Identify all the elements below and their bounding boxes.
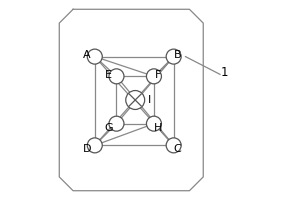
Circle shape (166, 49, 181, 64)
Text: C: C (174, 144, 182, 154)
Text: D: D (82, 144, 91, 154)
Text: E: E (105, 70, 112, 80)
Text: B: B (174, 50, 182, 60)
Circle shape (146, 69, 161, 84)
Circle shape (109, 69, 124, 84)
Circle shape (109, 116, 124, 131)
Text: A: A (83, 50, 91, 60)
Circle shape (146, 116, 161, 131)
Circle shape (126, 91, 145, 109)
Text: H: H (154, 123, 162, 133)
Circle shape (87, 138, 102, 153)
Text: G: G (104, 123, 113, 133)
Text: F: F (155, 70, 161, 80)
Text: I: I (148, 95, 152, 105)
Text: 1: 1 (220, 66, 228, 79)
Circle shape (87, 49, 102, 64)
Circle shape (166, 138, 181, 153)
